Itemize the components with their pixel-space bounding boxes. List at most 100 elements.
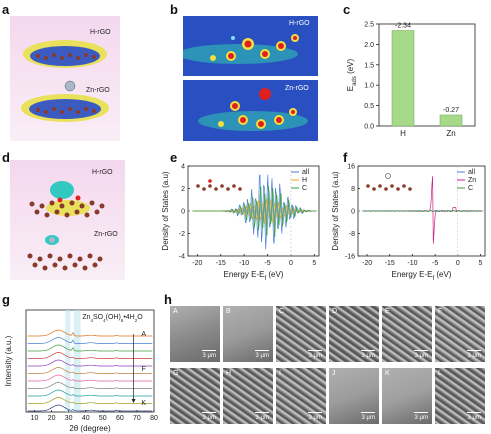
sem-letter: J	[332, 370, 336, 377]
x-axis-label: Energy E-Ef (eV)	[224, 270, 284, 282]
sample-mark: K	[141, 400, 146, 407]
sem-letter: E	[385, 308, 390, 315]
xrd-pattern	[27, 374, 153, 382]
scale-bar	[308, 349, 322, 351]
atom	[196, 184, 200, 188]
panel-b-top-label: H-rGO	[289, 20, 310, 27]
panel-d-bottom-label: Zn-rGO	[94, 231, 118, 238]
x-tick-label: 70	[133, 415, 141, 422]
panel-d-top-label: H-rGO	[92, 169, 113, 176]
panel-label-f: f	[343, 150, 348, 165]
sem-image-f: F 3 μm	[435, 306, 485, 362]
y-tick-label: 0.0	[364, 124, 374, 131]
x-tick-label: 0	[289, 260, 293, 267]
scale-bar	[414, 349, 428, 351]
bar	[439, 114, 463, 127]
y-tick-label: 8	[351, 186, 355, 193]
panel-label-b: b	[170, 2, 178, 17]
series-c-curve	[362, 209, 483, 213]
x-tick-label: -5	[432, 260, 438, 267]
panel-a-bottom-label: Zn-rGO	[86, 87, 110, 94]
arrow-head	[131, 399, 136, 403]
scale-bar-label: 3 μm	[255, 415, 269, 421]
scale-bar	[467, 411, 481, 413]
scale-bar-label: 3 μm	[202, 415, 216, 421]
x-tick-label: 0	[456, 260, 460, 267]
sem-image-b: B 3 μm	[223, 306, 273, 362]
x-tick-label: -10	[239, 260, 249, 267]
x-tick-label: H	[400, 129, 406, 138]
panel-label-a: a	[2, 2, 10, 17]
x-tick-label: 5	[479, 260, 483, 267]
sem-image-a: A 3 μm	[170, 306, 220, 362]
y-tick-label: 1.0	[364, 83, 374, 90]
legend-entry: H	[302, 177, 307, 184]
legend-entry: C	[468, 185, 473, 192]
x-tick-label: 5	[312, 260, 316, 267]
atom	[220, 184, 224, 188]
y-tick-label: 2.0	[364, 42, 374, 49]
panel-a-top-label: H-rGO	[90, 29, 111, 36]
x-tick-label: -5	[264, 260, 270, 267]
series-c-curve	[192, 186, 317, 237]
scale-bar	[202, 349, 216, 351]
scale-bar	[308, 411, 322, 413]
sem-letter: F	[438, 308, 443, 315]
sem-letter: H	[226, 370, 232, 377]
x-tick-label: 80	[150, 415, 158, 422]
y-tick-label: 2.5	[364, 22, 374, 29]
atom	[396, 187, 400, 191]
sem-image-h: H 3 μm	[223, 368, 273, 424]
panel-label-h: h	[164, 292, 172, 307]
panel-b-charge-density: H-rGO Zn-rGO	[183, 16, 318, 141]
x-tick-label: -20	[362, 260, 372, 267]
sem-letter: C	[279, 308, 285, 315]
x-tick-label: 30	[65, 415, 73, 422]
atom	[378, 184, 382, 188]
molecule-inset	[366, 173, 412, 191]
sem-letter: L	[438, 370, 442, 377]
atom	[366, 184, 370, 188]
xrd-pattern	[27, 382, 153, 389]
legend-entry: all	[468, 169, 475, 176]
y-tick-label: -8	[349, 231, 355, 238]
panel-label-d: d	[2, 150, 10, 165]
legend-entry: C	[302, 185, 307, 192]
bar	[391, 30, 415, 127]
xrd-pattern	[27, 344, 153, 352]
sem-letter: K	[385, 370, 390, 377]
scale-bar-label: 3 μm	[467, 353, 481, 359]
sem-image-i: I 3 μm	[276, 368, 326, 424]
sem-letter: B	[226, 308, 231, 315]
legend-entry: all	[302, 169, 309, 176]
panel-g-xrd-chart: 10 20 30 40 50 60 70 80 A F K Zn4SO4(OH)6•4H2O 2θ (d…	[4, 309, 158, 433]
scale-bar-label: 3 μm	[308, 353, 322, 359]
scale-bar-label: 3 μm	[361, 415, 375, 421]
sem-image-k: K 3 μm	[382, 368, 432, 424]
xrd-pattern	[27, 367, 153, 374]
y-tick-label: 0	[351, 209, 355, 216]
panel-label-g: g	[2, 292, 10, 307]
sem-image-j: J 3 μm	[329, 368, 379, 424]
x-axis-label: Energy E-Ef (eV)	[392, 270, 452, 282]
x-tick-label: Zn	[446, 129, 455, 138]
xrd-pattern	[27, 404, 153, 412]
xrd-pattern	[27, 389, 153, 397]
atom	[208, 184, 212, 188]
sem-image-d: D 3 μm	[329, 306, 379, 362]
y-axis-label: Density of States (a.u)	[331, 171, 340, 250]
panel-label-c: c	[343, 2, 351, 17]
x-axis-label: 2θ (degree)	[69, 424, 111, 433]
xrd-pattern	[27, 337, 153, 344]
x-tick-label: 50	[99, 415, 107, 422]
x-tick-label: -15	[216, 260, 226, 267]
y-tick-label: 0	[181, 209, 185, 216]
sample-mark: F	[142, 366, 146, 373]
atom	[202, 187, 206, 191]
y-tick-label: -2	[179, 231, 185, 238]
y-tick-label: 2	[181, 186, 185, 193]
scale-bar-label: 3 μm	[467, 415, 481, 421]
y-tick-label: -16	[345, 254, 355, 261]
sem-letter: I	[279, 370, 281, 377]
